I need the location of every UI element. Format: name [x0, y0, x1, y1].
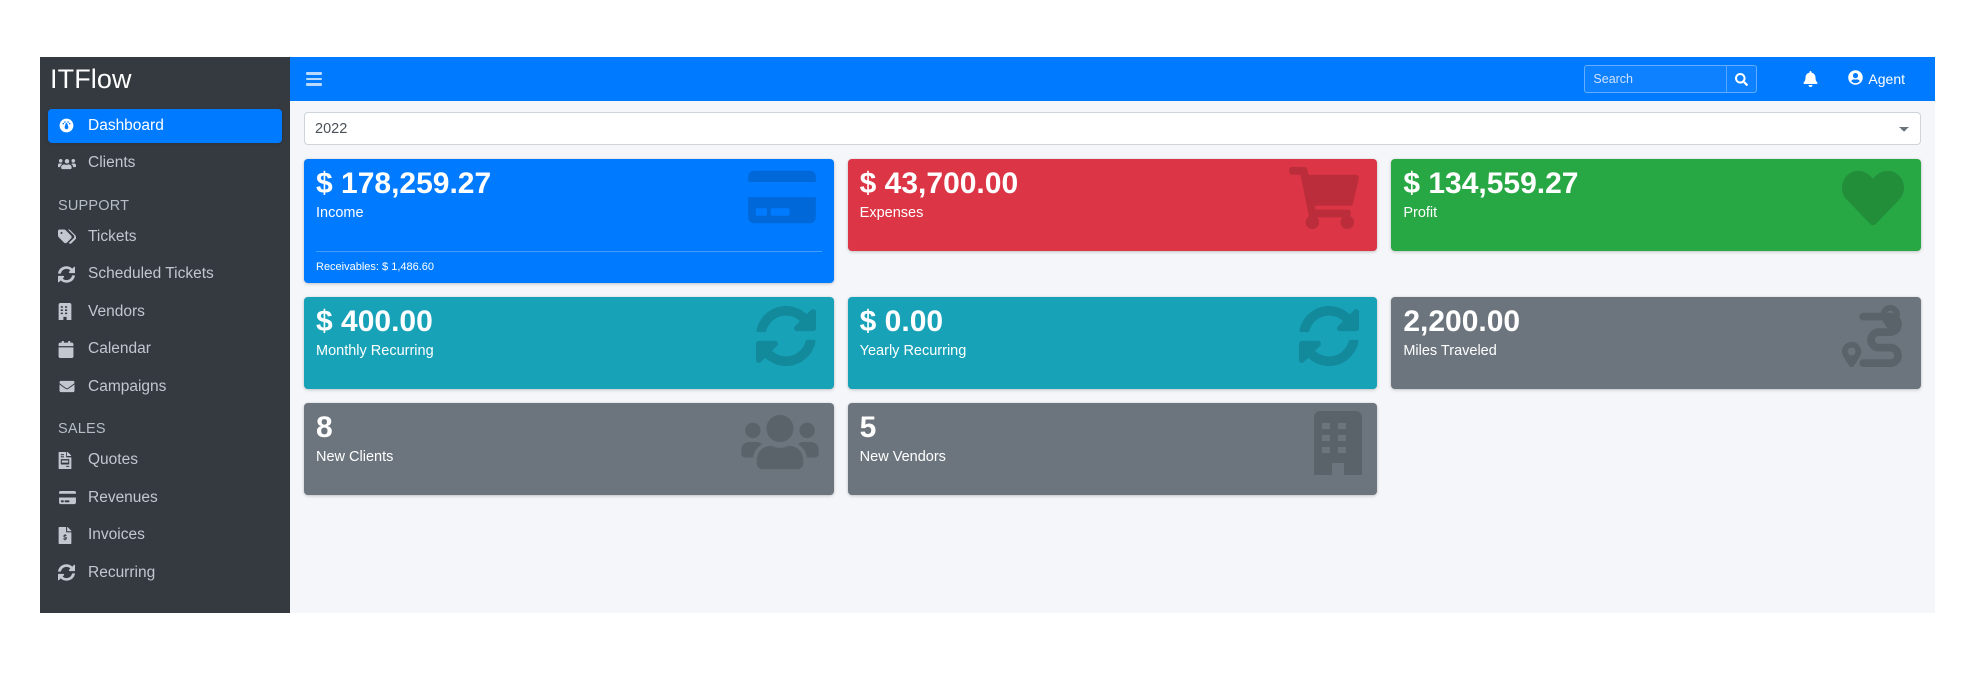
users-icon: [58, 155, 84, 172]
tag-icon: [58, 228, 84, 245]
stat-card-label: Expenses: [859, 205, 924, 222]
dashboard-icon: [58, 117, 84, 134]
sidebar-item-label: Clients: [88, 154, 136, 172]
stat-card-value: 2,200.00: [1403, 305, 1521, 338]
user-menu[interactable]: Agent: [1842, 70, 1911, 88]
stat-card-value: 5: [859, 411, 877, 444]
search-input[interactable]: [1585, 66, 1727, 92]
stat-card-label: Miles Traveled: [1403, 343, 1497, 360]
stat-card-col: 5 New Vendors: [841, 403, 1385, 495]
stat-card-expenses[interactable]: $ 43,700.00 Expenses: [847, 159, 1378, 251]
stat-card-label: Yearly Recurring: [859, 343, 967, 360]
sidebar-item-tickets[interactable]: Tickets: [48, 220, 282, 254]
sidebar-item-label: Vendors: [88, 302, 145, 320]
sidebar-item-label: Campaigns: [88, 377, 167, 395]
stat-card-col: 8 New Clients: [297, 403, 841, 495]
sidebar-item-vendors[interactable]: Vendors: [48, 295, 282, 329]
stat-card-value: $ 134,559.27: [1403, 167, 1579, 200]
sync-icon: [752, 305, 820, 367]
sync-icon: [1295, 305, 1363, 367]
stat-card-label: Profit: [1403, 205, 1438, 222]
stat-card-new-vendors[interactable]: 5 New Vendors: [847, 403, 1378, 495]
stat-card-value: $ 178,259.27: [316, 167, 492, 200]
sidebar-item-dashboard[interactable]: Dashboard: [48, 108, 282, 143]
stat-card-value: $ 43,700.00: [859, 167, 1019, 200]
sidebar-item-recurring[interactable]: Recurring: [48, 556, 282, 590]
user-circle-icon: [1848, 70, 1864, 88]
sidebar-section-header-sales: SALES: [58, 421, 106, 438]
stat-card-profit[interactable]: $ 134,559.27 Profit: [1391, 159, 1921, 251]
building-icon: [58, 303, 84, 321]
sidebar: ITFlow Dashboard Clients SUPPORT: [40, 57, 290, 613]
stat-card-label: New Clients: [316, 449, 394, 466]
sidebar-item-invoices[interactable]: Invoices: [48, 518, 282, 552]
stat-card-col: $ 134,559.27 Profit: [1384, 159, 1928, 283]
stat-card-label: Monthly Recurring: [316, 343, 434, 360]
users-icon: [740, 411, 820, 473]
route-icon: [1835, 305, 1907, 367]
sidebar-item-label: Scheduled Tickets: [88, 265, 214, 283]
credit-card-icon: [58, 490, 84, 505]
bell-icon[interactable]: [1797, 71, 1824, 87]
stat-card-value: $ 0.00: [859, 305, 944, 338]
dashboard-content: 2022 $ 178,259.27 Income Receivables: $ …: [290, 101, 1935, 613]
main-area: Agent 2022 $ 178,259.27 Income: [290, 57, 1935, 613]
user-name-label: Agent: [1868, 71, 1905, 87]
sidebar-item-label: Tickets: [88, 227, 137, 245]
stat-card-miles-traveled[interactable]: 2,200.00 Miles Traveled: [1391, 297, 1921, 389]
year-filter-select[interactable]: 2022: [304, 112, 1921, 145]
sidebar-item-label: Revenues: [88, 488, 158, 506]
navbar-right-group: Agent: [1584, 65, 1921, 93]
stat-card-label: Income: [316, 205, 364, 222]
stat-card-col: $ 43,700.00 Expenses: [841, 159, 1385, 283]
sidebar-nav: Dashboard Clients SUPPORT Tickets: [40, 108, 290, 590]
brand-title: ITFlow: [50, 64, 132, 94]
envelope-icon: [58, 379, 84, 394]
shopping-cart-icon: [1285, 167, 1363, 229]
stat-card-col: 2,200.00 Miles Traveled: [1384, 297, 1928, 389]
hamburger-icon[interactable]: [306, 68, 328, 90]
sidebar-item-clients[interactable]: Clients: [48, 146, 282, 180]
stat-card-footer: Receivables: $ 1,486.60: [316, 251, 822, 273]
stat-card-income[interactable]: $ 178,259.27 Income Receivables: $ 1,486…: [304, 159, 834, 283]
calendar-icon: [58, 340, 84, 358]
building-icon: [1313, 411, 1363, 475]
stat-card-value: $ 400.00: [316, 305, 433, 338]
stat-card-new-clients[interactable]: 8 New Clients: [304, 403, 834, 495]
stat-card-yearly-recurring[interactable]: $ 0.00 Yearly Recurring: [847, 297, 1378, 389]
sidebar-item-scheduled-tickets[interactable]: Scheduled Tickets: [48, 257, 282, 291]
sidebar-item-label: Dashboard: [88, 116, 164, 134]
stat-cards-grid: $ 178,259.27 Income Receivables: $ 1,486…: [297, 145, 1928, 495]
sidebar-item-label: Calendar: [88, 340, 151, 358]
sync-icon: [58, 564, 84, 581]
sidebar-item-label: Recurring: [88, 563, 156, 581]
sidebar-item-campaigns[interactable]: Campaigns: [48, 370, 282, 404]
sidebar-item-revenues[interactable]: Revenues: [48, 481, 282, 515]
stat-card-monthly-recurring[interactable]: $ 400.00 Monthly Recurring: [304, 297, 834, 389]
app-root: ITFlow Dashboard Clients SUPPORT: [40, 57, 1935, 613]
stat-card-label: New Vendors: [859, 449, 946, 466]
heart-icon: [1839, 167, 1907, 229]
file-invoice-icon: [58, 451, 84, 469]
stat-card-value: 8: [316, 411, 333, 444]
sidebar-item-calendar[interactable]: Calendar: [48, 332, 282, 366]
sidebar-item-quotes[interactable]: Quotes: [48, 443, 282, 477]
stat-card-col: $ 0.00 Yearly Recurring: [841, 297, 1385, 389]
stat-card-col: $ 178,259.27 Income Receivables: $ 1,486…: [297, 159, 841, 283]
file-dollar-icon: [58, 526, 84, 544]
search-form: [1584, 65, 1758, 93]
sync-icon: [58, 265, 84, 283]
top-navbar: Agent: [290, 57, 1935, 101]
stat-card-col: $ 400.00 Monthly Recurring: [297, 297, 841, 389]
sidebar-item-label: Invoices: [88, 526, 145, 544]
credit-card-icon: [744, 167, 820, 227]
sidebar-item-label: Quotes: [88, 451, 138, 469]
search-icon[interactable]: [1726, 66, 1756, 92]
sidebar-section-header-support: SUPPORT: [58, 197, 130, 214]
